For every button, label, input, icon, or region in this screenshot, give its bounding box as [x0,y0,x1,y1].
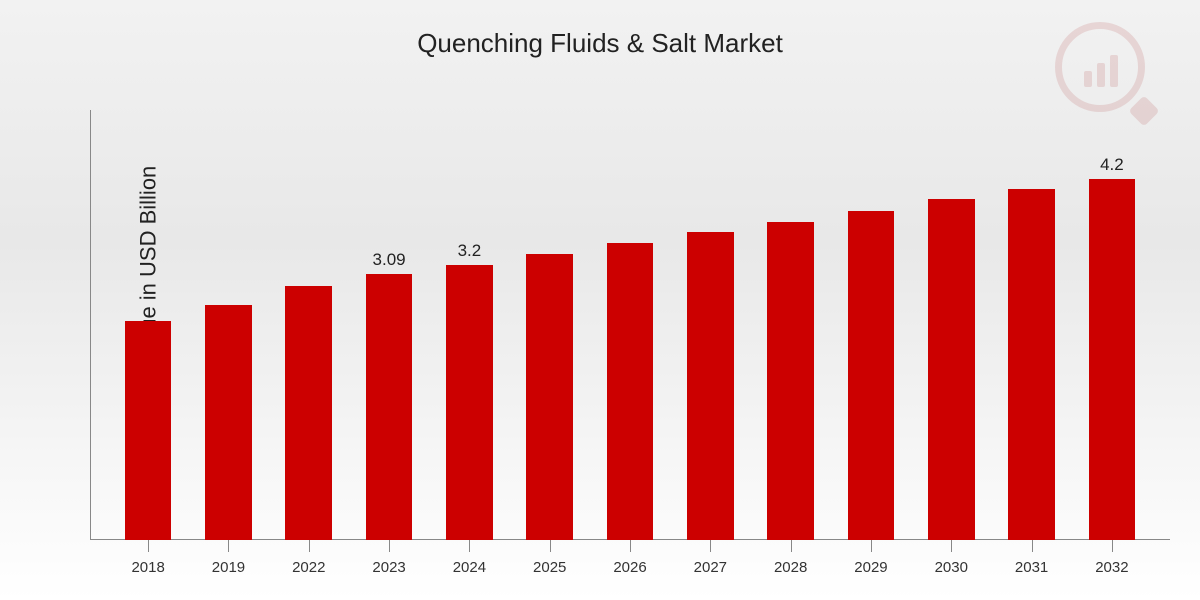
x-tick [630,540,631,552]
bar [607,243,654,540]
x-axis-tick-label: 2029 [831,559,911,576]
bar-slot: 4.2 [1072,110,1152,540]
bar [285,286,332,540]
x-axis-tick-label: 2032 [1072,559,1152,576]
bar [526,254,573,540]
logo-bars-icon [1084,55,1118,87]
x-tick [389,540,390,552]
x-axis-tick-label: 2026 [590,559,670,576]
bar [366,274,413,540]
x-tick [871,540,872,552]
x-axis-tick-label: 2025 [510,559,590,576]
bar-value-label: 4.2 [1100,155,1124,175]
x-tick [309,540,310,552]
bar-slot [188,110,268,540]
bar-value-label: 3.2 [458,241,482,261]
bar [687,232,734,540]
chart-title: Quenching Fluids & Salt Market [0,28,1200,59]
x-tick [951,540,952,552]
bar-slot [831,110,911,540]
x-tick [228,540,229,552]
bar-slot [510,110,590,540]
bar [928,199,975,540]
bar [446,265,493,540]
x-axis-tick-label: 2027 [670,559,750,576]
bar [125,321,172,540]
bar [205,305,252,540]
bar [767,222,814,540]
x-axis-tick-label: 2023 [349,559,429,576]
bar [1008,189,1055,540]
x-axis-tick-label: 2030 [911,559,991,576]
x-axis-tick-label: 2028 [751,559,831,576]
x-axis-tick-label: 2019 [188,559,268,576]
bar-slot [751,110,831,540]
x-axis-tick-label: 2022 [269,559,349,576]
x-tick [1032,540,1033,552]
x-tick [710,540,711,552]
x-axis-tick-label: 2018 [108,559,188,576]
x-tick [550,540,551,552]
x-axis-tick-label: 2024 [429,559,509,576]
plot-area: 3.09 3.2 4.2 [90,110,1170,540]
x-axis-tick-label: 2031 [991,559,1071,576]
bar-slot [108,110,188,540]
bar-slot [269,110,349,540]
x-labels-container: 2018201920222023202420252026202720282029… [90,559,1170,576]
bar [848,211,895,540]
bar-slot [991,110,1071,540]
bar [1089,179,1136,540]
bar-slot [911,110,991,540]
x-tick [791,540,792,552]
bar-slot: 3.09 [349,110,429,540]
bar-value-label: 3.09 [373,250,406,270]
bar-slot [670,110,750,540]
x-tick [469,540,470,552]
bar-slot: 3.2 [429,110,509,540]
x-tick [148,540,149,552]
bars-container: 3.09 3.2 4.2 [90,110,1170,540]
bar-slot [590,110,670,540]
x-tick [1112,540,1113,552]
